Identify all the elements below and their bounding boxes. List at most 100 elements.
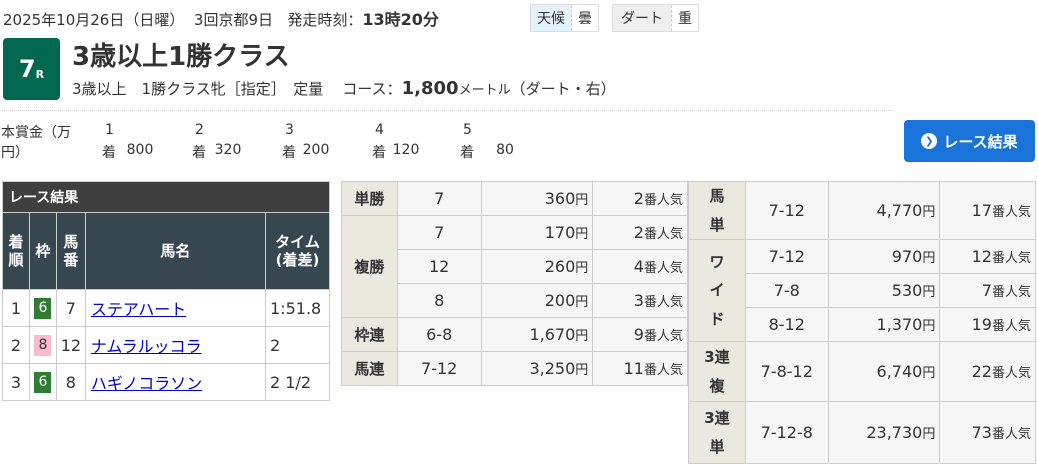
col-header-horse-name: 馬名 [84, 212, 267, 290]
popularity-unit: 番人気 [991, 205, 1031, 220]
combination: 7-12-8 [744, 401, 829, 464]
payout-amount: 530 [891, 281, 923, 300]
combination: 7 [396, 215, 482, 250]
prize-place-suffix: 着 [102, 145, 116, 161]
bet-type-umatan: 馬単 [688, 181, 746, 240]
prize-place: 5 [463, 122, 472, 138]
race-title: 3歳以上1勝クラス [72, 42, 290, 72]
popularity-cell: 3番人気 [592, 283, 688, 318]
result-row: 2 8 12 ナムラルッコラ 2 [2, 326, 330, 364]
combination: 7-8 [744, 273, 829, 308]
track-label: ダート [613, 5, 671, 31]
payout-cell: 1,370円 [827, 307, 941, 342]
popularity-rank: 2 [633, 223, 644, 242]
payout-cell: 23,730円 [827, 401, 941, 464]
payout-amount: 260 [544, 257, 576, 276]
payout-amount: 200 [544, 291, 576, 310]
payout-cell: 530円 [827, 273, 941, 308]
results-caption: レース結果 [2, 181, 330, 213]
weather-label: 天候 [531, 5, 571, 31]
col-header-number: 馬番 [55, 212, 86, 290]
col-header-position: 着順 [2, 212, 30, 290]
payout-amount: 3,250 [529, 359, 576, 378]
yen-unit: 円 [575, 261, 589, 276]
popularity-cell: 7番人気 [939, 273, 1036, 308]
track-condition: 重 [671, 5, 698, 31]
horse-name-link[interactable]: ナムラルッコラ [90, 337, 202, 356]
popularity-rank: 17 [971, 201, 992, 220]
bet-type-wakuren: 枠連 [341, 317, 398, 352]
popularity-cell: 11番人気 [592, 351, 688, 386]
payout-cell: 970円 [827, 239, 941, 274]
results-table: レース結果 着順 枠 馬番 馬名 タイム(着差) 1 6 7 ステアハート 1:… [2, 181, 330, 401]
prize-label-2: 円） [1, 145, 29, 161]
popularity-rank: 73 [971, 423, 992, 442]
payout-cell: 6,740円 [827, 341, 941, 402]
payout-cell: 260円 [480, 249, 594, 284]
popularity-cell: 22番人気 [939, 341, 1036, 402]
divider [0, 110, 893, 111]
popularity-unit: 番人気 [643, 363, 683, 378]
popularity-rank: 22 [971, 362, 992, 381]
race-date: 2025年10月26日（日曜） [3, 11, 185, 29]
race-number: 7 [18, 55, 36, 83]
prize-place-suffix: 着 [372, 145, 386, 161]
finish-time: 1:51.8 [265, 289, 330, 327]
yen-unit: 円 [922, 366, 936, 381]
popularity-unit: 番人気 [991, 427, 1031, 442]
weather-badge: 天候曇 [530, 4, 599, 32]
popularity-unit: 番人気 [643, 295, 683, 310]
race-conditions: 3歳以上 1勝クラス牝［指定］ 定量 [72, 80, 324, 98]
horse-name-cell: ハギノコラソン [84, 363, 267, 401]
payout-cell: 200円 [480, 283, 594, 318]
course-label: コース： [342, 80, 402, 98]
combination: 7-8-12 [744, 341, 829, 402]
waku-cell: 6 [28, 289, 57, 327]
horse-name-link[interactable]: ハギノコラソン [90, 374, 203, 393]
waku-cell: 6 [28, 363, 57, 401]
payout-row-wakuren: 枠連 6-8 1,670円 9番人気 [341, 317, 688, 352]
combination: 7 [396, 181, 482, 216]
payout-row-wide: 8-12 1,370円 19番人気 [689, 307, 1036, 342]
popularity-unit: 番人気 [991, 319, 1031, 334]
bet-type-tansho: 単勝 [341, 181, 398, 216]
bet-type-sanrentan: 3連単 [688, 401, 746, 464]
race-result-button[interactable]: ❯ レース結果 [904, 120, 1035, 162]
distance: 1,800 [401, 78, 459, 99]
race-number-suffix: R [35, 67, 45, 81]
payout-amount: 6,740 [876, 362, 923, 381]
combination: 7-12 [744, 239, 829, 274]
horse-name-link[interactable]: ステアハート [90, 300, 187, 319]
yen-unit: 円 [922, 205, 936, 220]
prize-amount: 800 [126, 142, 154, 158]
popularity-cell: 73番人気 [939, 401, 1036, 464]
popularity-cell: 2番人気 [592, 215, 688, 250]
course-detail: （ダート・右） [510, 80, 616, 98]
yen-unit: 円 [575, 227, 589, 242]
payout-row-wide: ワイド 7-12 970円 12番人気 [688, 239, 1036, 342]
yen-unit: 円 [575, 193, 589, 208]
popularity-unit: 番人気 [643, 193, 683, 208]
prize-place: 3 [285, 122, 294, 138]
payout-row-umaren: 馬連 7-12 3,250円 11番人気 [341, 351, 688, 386]
payout-cell: 1,670円 [480, 317, 594, 352]
payout-table-right: 馬単 7-12 4,770円 17番人気 ワイド 7-12 970円 12番人気 7-8 530円… [688, 181, 1036, 464]
result-row: 1 6 7 ステアハート 1:51.8 [2, 289, 330, 327]
col-header-time: タイム(着差) [265, 212, 330, 290]
payout-row-fukusho: 12 260円 4番人気 [342, 249, 688, 284]
prize-place-suffix: 着 [460, 145, 474, 161]
payout-amount: 1,670 [529, 325, 576, 344]
horse-name-cell: ステアハート [84, 289, 267, 327]
combination: 8 [396, 283, 482, 318]
post-time-label: 発走時刻： [287, 11, 363, 29]
payout-row-sanrenpuku: 3連複 7-8-12 6,740円 22番人気 [688, 341, 1036, 402]
prize-amount: 320 [214, 142, 242, 158]
popularity-unit: 番人気 [991, 251, 1031, 266]
popularity-cell: 19番人気 [939, 307, 1036, 342]
horse-number: 7 [55, 289, 86, 327]
payout-amount: 23,730 [866, 423, 923, 442]
yen-unit: 円 [922, 285, 936, 300]
popularity-rank: 11 [623, 359, 644, 378]
popularity-rank: 4 [633, 257, 644, 276]
